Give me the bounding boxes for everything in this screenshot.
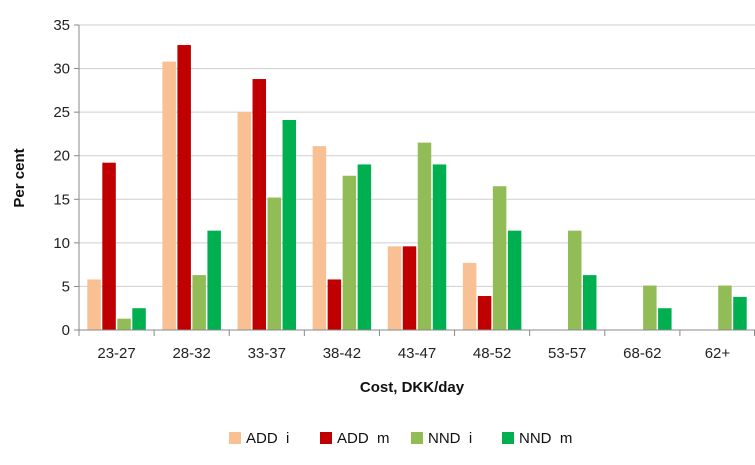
- bar: [417, 142, 432, 330]
- legend-label: NND i: [428, 430, 472, 447]
- x-tick-label: 23-27: [97, 345, 135, 362]
- bar: [192, 275, 206, 330]
- bars: [87, 45, 747, 331]
- y-tick-label: 0: [62, 322, 70, 339]
- bar: [237, 112, 252, 331]
- x-tick-label: 43-47: [398, 345, 436, 362]
- bar: [102, 162, 116, 330]
- legend-swatch: [502, 432, 514, 444]
- bar: [162, 61, 176, 330]
- bar: [312, 146, 327, 330]
- bar: [387, 246, 402, 330]
- bar: [267, 197, 282, 330]
- bar: [733, 296, 747, 330]
- legend-swatch: [411, 432, 423, 444]
- x-tick-label: 68-62: [623, 345, 661, 362]
- bar: [658, 308, 672, 330]
- bar: [252, 79, 267, 331]
- legend-swatch: [229, 432, 241, 444]
- y-tick-label: 15: [53, 191, 70, 208]
- y-tick-label: 10: [53, 235, 70, 252]
- x-axis-title: Cost, DKK/day: [360, 379, 465, 396]
- y-tick-labels: 0 5 10 15 20 25 30 35: [53, 17, 70, 339]
- bar: [462, 262, 477, 330]
- y-tick-label: 5: [62, 278, 70, 295]
- x-tick-label: 28-32: [172, 345, 210, 362]
- bar: [492, 186, 507, 330]
- bar: [567, 230, 582, 330]
- bar: [507, 230, 522, 330]
- legend: ADD i ADD m NND i NND m: [229, 430, 572, 447]
- bar: [207, 230, 221, 330]
- y-tick-label: 30: [53, 61, 70, 78]
- bar: [117, 318, 131, 330]
- y-tick-label: 20: [53, 148, 70, 165]
- y-tick-label: 35: [53, 17, 70, 34]
- x-tick-label: 62+: [705, 345, 731, 362]
- bar: [357, 164, 372, 330]
- x-tick-label: 48-52: [473, 345, 511, 362]
- legend-swatch: [320, 432, 332, 444]
- bar: [177, 45, 191, 331]
- bar: [582, 275, 597, 330]
- bar: [327, 279, 342, 330]
- bar: [477, 296, 492, 330]
- axes: [78, 25, 755, 336]
- x-tick-label: 53-57: [548, 345, 586, 362]
- y-axis-title: Per cent: [11, 148, 28, 207]
- x-tick-labels: 23-27 28-32 33-37 38-42 43-47 48-52 53-57 68-62…: [97, 345, 730, 362]
- x-tick-label: 38-42: [323, 345, 361, 362]
- bar: [132, 308, 146, 330]
- bar: [342, 175, 357, 330]
- gridlines: [74, 24, 755, 331]
- bar: [402, 246, 417, 330]
- legend-label: ADD i: [246, 430, 289, 447]
- bar: [432, 164, 447, 330]
- legend-label: NND m: [519, 430, 572, 447]
- bar: [282, 119, 297, 330]
- bar: [718, 285, 732, 330]
- bar: [643, 285, 657, 330]
- legend-label: ADD m: [337, 430, 390, 447]
- x-tick-label: 33-37: [248, 345, 286, 362]
- bar: [87, 279, 101, 330]
- y-tick-label: 25: [53, 104, 70, 121]
